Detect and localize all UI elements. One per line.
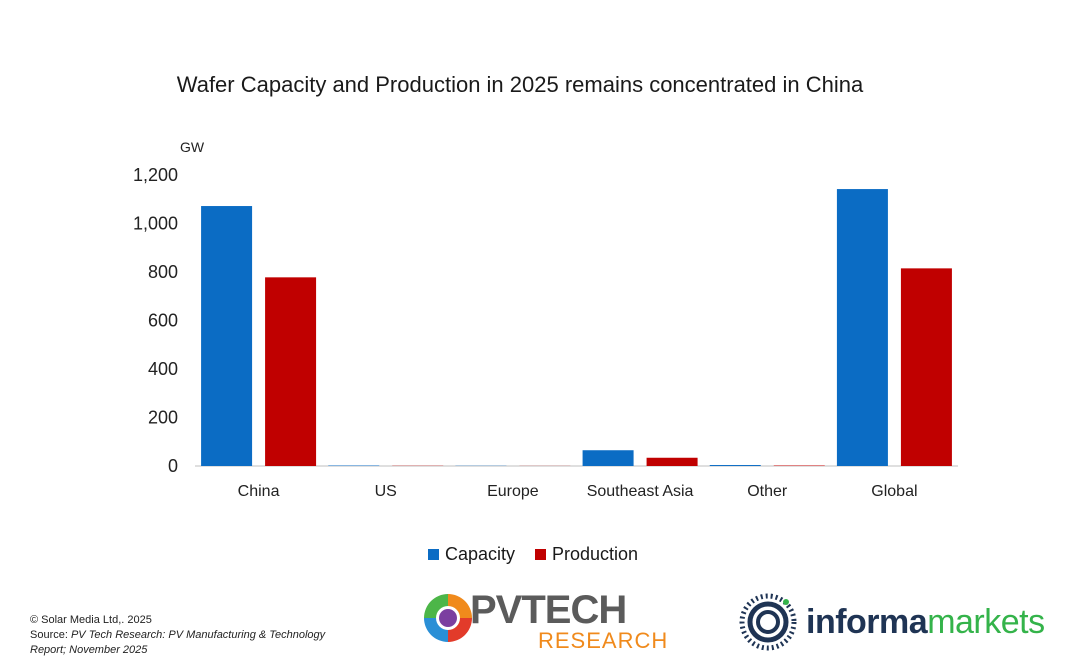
bar-chart: GW 0 200 400 600 800 1,000 1,200 China US Europe So… [133,139,958,500]
pvtech-wordmark: PVTECH [470,588,627,632]
chart-legend: Capacity Production [0,544,1066,565]
y-tick-label: 1,200 [133,165,178,185]
pvtech-research-text: RESEARCH [538,628,669,653]
x-tick-label: Southeast Asia [587,483,694,500]
bar-production-southeast-asia [646,457,698,466]
source-text: PV Tech Research: PV Manufacturing & Tec… [70,629,326,641]
legend-item-capacity: Capacity [427,544,515,565]
x-tick-label: Global [871,483,917,500]
informa-wordmark: informamarkets [806,602,1045,642]
bar-capacity-global [836,189,888,466]
y-tick-label: 600 [148,311,178,331]
x-tick-label: US [375,483,397,500]
x-tick-label: Other [747,483,788,500]
y-axis-unit-label: GW [180,139,205,155]
copyright-text: © Solar Media Ltd,. 2025 [30,614,152,626]
legend-swatch-capacity [427,549,439,560]
bar-capacity-china [201,206,253,467]
source-text-2: Report; November 2025 [30,644,148,656]
x-tick-label: Europe [487,483,539,500]
legend-item-production: Production [534,544,639,565]
y-tick-label: 200 [148,408,178,428]
pvtech-research-logo: PVTECH RESEARCH [418,586,667,656]
markets-word: markets [927,603,1045,641]
footer-source: © Solar Media Ltd,. 2025 Source: PV Tech… [30,613,325,658]
bar-capacity-southeast-asia [582,450,634,466]
bar-production-china [265,277,317,466]
legend-label-capacity: Capacity [444,544,515,564]
chart-title: Wafer Capacity and Production in 2025 re… [176,72,864,97]
legend-label-production: Production [551,544,639,564]
informa-emblem-icon [739,593,797,651]
pvtech-emblem-icon [424,594,472,642]
legend-swatch-production [534,549,546,560]
source-label: Source: [30,629,71,641]
y-tick-label: 800 [148,262,178,282]
source-line: Source: PV Tech Research: PV Manufacturi… [30,628,325,643]
bar-capacity-other [709,465,761,466]
source-line-2: Report; November 2025 [30,643,325,658]
y-tick-label: 1,000 [133,214,178,234]
informa-word: informa [806,603,928,641]
y-tick-label: 0 [168,456,178,476]
bar-production-global [900,268,952,466]
informa-markets-logo: informamarkets [736,590,1046,654]
y-tick-label: 400 [148,359,178,379]
x-tick-label: China [238,483,280,500]
